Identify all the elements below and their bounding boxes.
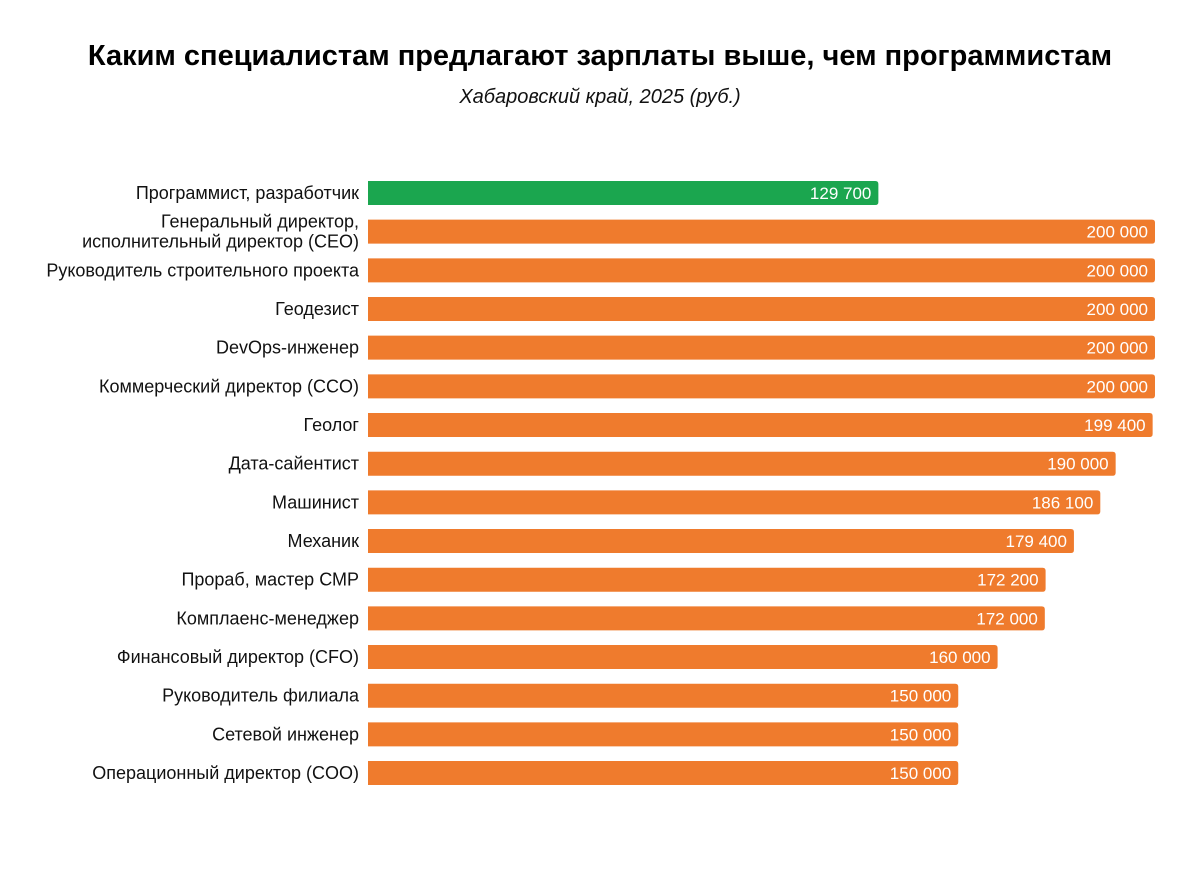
chart-subtitle: Хабаровский край, 2025 (руб.) [459,86,741,108]
bar [368,181,879,205]
bar [368,722,959,747]
bar [368,645,998,670]
category-label: Операционный директор (COO) [92,763,359,783]
category-label: Машинист [272,492,359,512]
value-label: 200 000 [1087,377,1148,396]
value-label: 200 000 [1087,261,1148,280]
bar [368,374,1155,399]
category-label: Комплаенс-менеджер [176,608,359,628]
bar [368,335,1155,360]
value-label: 200 000 [1087,300,1148,319]
category-label: Руководитель филиала [162,686,360,706]
category-label: Финансовый директор (CFO) [117,647,359,667]
category-label: Геодезист [275,299,359,319]
bar [368,451,1116,476]
category-label: Генеральный директор, исполнительный дире… [82,212,359,252]
category-label: Дата-сайентист [229,454,359,474]
category-label: Прораб, мастер СМР [181,570,359,590]
category-label: Механик [288,531,360,551]
value-label: 200 000 [1087,223,1148,242]
value-label: 186 100 [1032,493,1093,512]
bar [368,490,1101,515]
chart-title: Каким специалистам предлагают зарплаты в… [87,40,1113,72]
bar [368,258,1155,283]
bar [368,413,1153,438]
category-label: DevOps-инженер [216,338,359,358]
bar [368,606,1045,631]
category-label: Геолог [304,415,360,435]
value-label: 190 000 [1047,455,1108,474]
value-label: 129 700 [810,184,871,203]
bar [368,219,1155,244]
category-label: Коммерческий директор (CCO) [99,376,359,396]
category-label: Руководитель строительного проекта [46,260,360,280]
bar [368,297,1155,322]
value-label: 200 000 [1087,339,1148,358]
value-label: 150 000 [890,764,951,783]
value-label: 199 400 [1084,416,1145,435]
value-label: 150 000 [890,725,951,744]
value-label: 172 000 [976,609,1037,628]
value-label: 150 000 [890,687,951,706]
value-label: 179 400 [1005,532,1066,551]
bar [368,567,1046,592]
value-label: 172 200 [977,571,1038,590]
category-label: Сетевой инженер [212,724,359,744]
bar [368,529,1074,554]
value-label: 160 000 [929,648,990,667]
category-label: Программист, разработчик [136,183,359,203]
bar [368,683,959,708]
bar [368,761,959,786]
